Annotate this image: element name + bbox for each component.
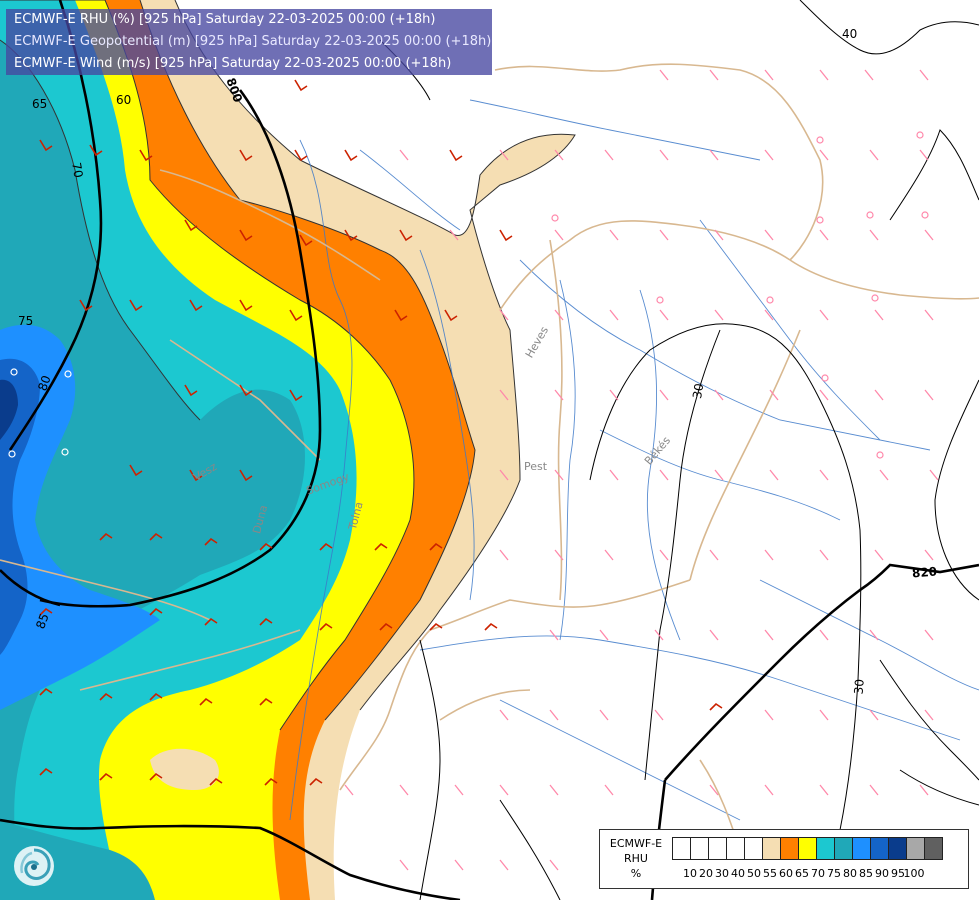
legend-tick-label: 30 <box>715 867 729 880</box>
legend-swatch <box>780 837 799 860</box>
rhu-75-area <box>0 40 305 900</box>
rhu-55-pocket <box>150 748 219 790</box>
legend-swatch <box>708 837 727 860</box>
rhu-80-area <box>0 324 160 710</box>
legend-tick-label: 80 <box>843 867 857 880</box>
place-label-pest: Pest <box>524 460 548 473</box>
legend-tick-label: 20 <box>699 867 713 880</box>
contour-label-40: 40 <box>842 27 857 41</box>
legend-title-model: ECMWF-E <box>609 837 663 850</box>
wind-barbs-low <box>344 69 939 871</box>
contour-label-rhu-65: 65 <box>32 97 47 111</box>
rivers <box>289 99 979 821</box>
legend-tick-label: 10 <box>683 867 697 880</box>
legend-tick-label: 75 <box>827 867 841 880</box>
calm-wind-circles <box>551 131 929 459</box>
contour-label-rhu-60: 60 <box>116 93 131 107</box>
wind-barbs-high <box>39 79 723 786</box>
legend-title-unit: % <box>630 867 642 880</box>
legend-tick-label: 70 <box>811 867 825 880</box>
map-title-box: ECMWF-E RHU (%) [925 hPa] Saturday 22-03… <box>6 9 492 75</box>
contour-label-rhu-80: 80 <box>35 374 53 393</box>
rhu-contour-lines <box>0 0 576 731</box>
legend-tick-label: 85 <box>859 867 873 880</box>
legend-swatch <box>888 837 907 860</box>
legend-swatch <box>906 837 925 860</box>
rhu-legend: ECMWF-E RHU % 10 20 30 40 50 55 60 65 70 75 80 85 90… <box>599 829 969 889</box>
title-wind: ECMWF-E Wind (m/s) [925 hPa] Saturday 22… <box>14 56 452 71</box>
legend-tick-label: 90 <box>875 867 889 880</box>
contour-label-30-b: 30 <box>851 678 866 694</box>
legend-ticks: 10 20 30 40 50 55 60 65 70 75 80 85 90 95 100 <box>673 867 973 881</box>
contour-label-rhu-70: 70 <box>69 161 85 178</box>
contour-label-30-a: 30 <box>690 382 706 399</box>
title-geopotential: ECMWF-E Geopotential (m) [925 hPa] Satur… <box>14 34 492 49</box>
legend-swatch <box>852 837 871 860</box>
legend-title-var: RHU <box>624 852 648 865</box>
title-rhu: ECMWF-E RHU (%) [925 hPa] Saturday 22-03… <box>14 12 436 27</box>
legend-swatch <box>690 837 709 860</box>
legend-tick-label: 100 <box>903 867 925 880</box>
thin-black-contours <box>379 0 979 900</box>
legend-tick-label: 65 <box>795 867 809 880</box>
rhu-90-area <box>0 379 18 440</box>
legend-tick-label: 50 <box>747 867 761 880</box>
legend-tick-label: 55 <box>763 867 777 880</box>
legend-tick-label: 95 <box>891 867 905 880</box>
legend-tick-label: 60 <box>779 867 793 880</box>
legend-swatch <box>924 837 943 860</box>
legend-tick-label: 40 <box>731 867 745 880</box>
legend-swatch <box>798 837 817 860</box>
legend-swatch <box>834 837 853 860</box>
legend-swatch <box>744 837 763 860</box>
admin-borders <box>0 63 979 851</box>
legend-swatch <box>726 837 745 860</box>
contour-label-rhu-75: 75 <box>18 314 33 328</box>
legend-swatch <box>762 837 781 860</box>
legend-swatch <box>870 837 889 860</box>
legend-swatch <box>672 837 691 860</box>
legend-title: ECMWF-E RHU % <box>604 836 668 881</box>
legend-swatch <box>816 837 835 860</box>
contour-label-820: 820 <box>911 564 937 580</box>
ecmwf-swirl-logo-icon <box>14 846 54 886</box>
contour-label-rhu-85: 85 <box>33 612 51 631</box>
calm-wind-circles-white <box>8 368 72 458</box>
legend-swatches <box>672 837 943 860</box>
rhu-85-area <box>0 358 40 655</box>
